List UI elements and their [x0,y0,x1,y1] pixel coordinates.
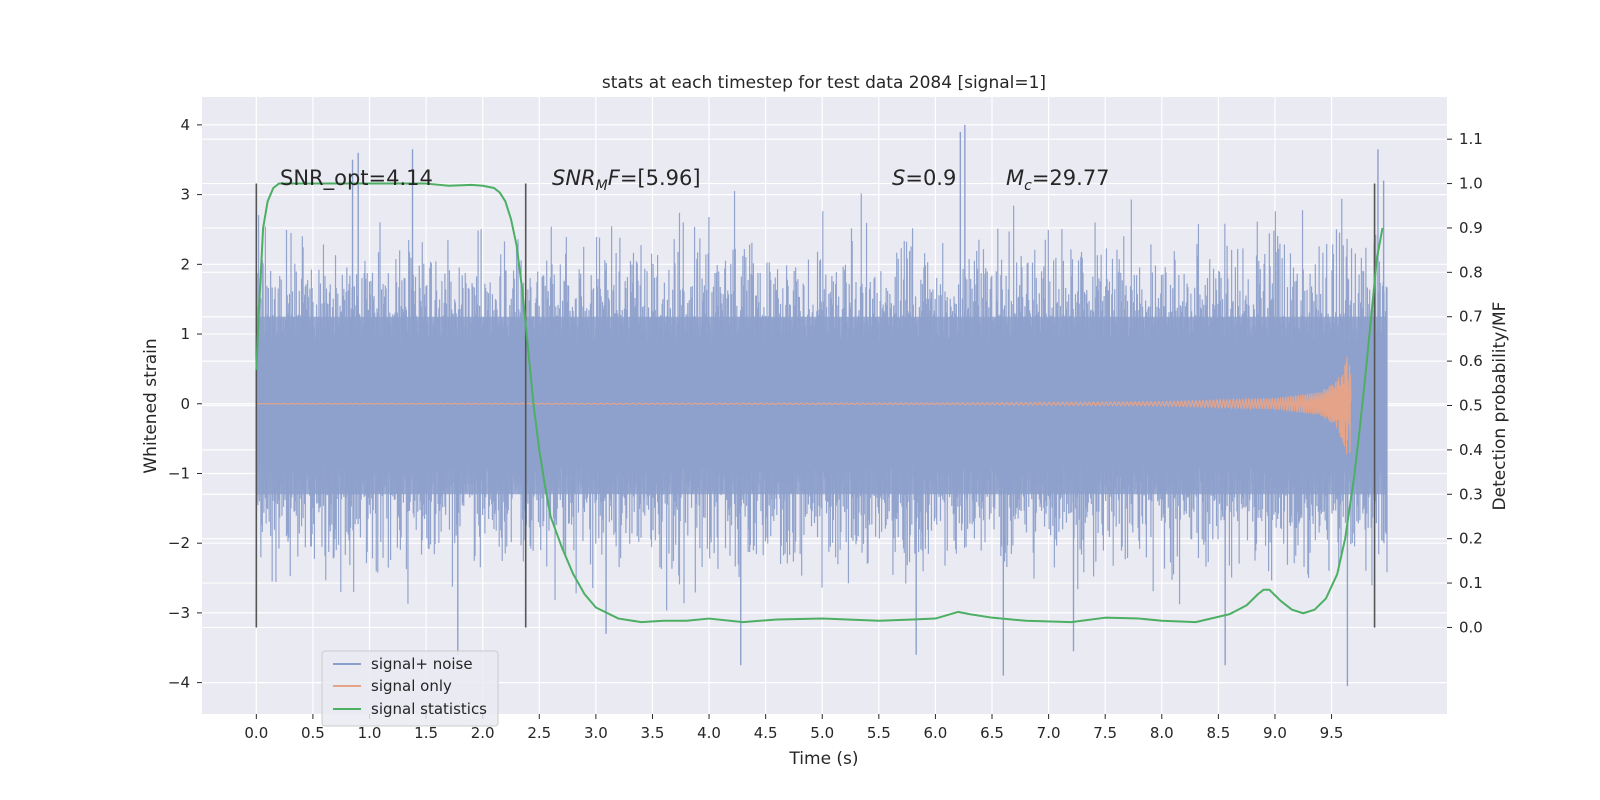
x-tick-label-5: 2.5 [527,724,551,742]
y-tick-label-5: 1 [180,325,190,343]
y-tick-label-8: 4 [180,116,190,134]
annotation-mc-sub: c [1024,178,1032,194]
y2-tick-label-2: 0.2 [1459,530,1483,548]
y2-tick-label-8: 0.8 [1459,263,1483,281]
x-tick-label-6: 3.0 [584,724,608,742]
x-tick-label-3: 1.5 [414,724,438,742]
x-ticks: 0.0 0.5 1.0 1.5 2.0 2.5 3.0 3.5 4.0 4.5 5.0 5.5 6.0 6… [244,714,1343,742]
y-tick-label-1: −3 [168,604,190,622]
y2-tick-label-5: 0.5 [1459,397,1483,415]
signal-only-series [256,356,1352,455]
annotation-snr-mf-b: F [608,166,621,190]
annotation-s: S=0.9 [892,166,956,190]
y2-tick-label-6: 0.6 [1459,352,1483,370]
annotation-snr-mf-c: =[5.96] [620,166,701,190]
legend-label-signal-statistics: signal statistics [371,700,487,718]
y2-tick-label-1: 0.1 [1459,574,1483,592]
x-tick-label-12: 6.0 [923,724,947,742]
x-tick-label-4: 2.0 [471,724,495,742]
y-tick-label-2: −2 [168,534,190,552]
y-tick-label-6: 2 [180,255,190,273]
legend-label-signal-only: signal only [371,677,452,695]
x-tick-label-11: 5.5 [867,724,891,742]
x-tick-label-19: 9.5 [1320,724,1344,742]
x-tick-label-14: 7.0 [1037,724,1061,742]
y2-ticks: 0.0 0.1 0.2 0.3 0.4 0.5 0.6 0.7 0.8 0.9 1.0 1.1 [1447,130,1483,636]
signal-statistics-series [255,182,1384,624]
annotation-snr-mf-sub: M [596,178,608,194]
annotation-snr-mf-a: SNR [552,166,596,190]
legend: signal+ noise signal only signal statist… [321,650,499,727]
signal-statistics-line [255,182,1384,624]
legend-box [321,650,499,727]
y-tick-label-7: 3 [180,186,190,204]
y2-tick-label-0: 0.0 [1459,618,1483,636]
x-tick-label-17: 8.5 [1206,724,1230,742]
y2-tick-label-10: 1.0 [1459,175,1483,193]
y2-tick-label-9: 0.9 [1459,219,1483,237]
x-tick-label-0: 0.0 [244,724,268,742]
x-tick-label-7: 3.5 [641,724,665,742]
x-tick-label-13: 6.5 [980,724,1004,742]
legend-label-signal-noise: signal+ noise [371,655,473,673]
y2-tick-label-4: 0.4 [1459,441,1483,459]
annotation-s-a: S [892,166,905,190]
annotation-mc-a: M [1006,166,1024,190]
annotation-snr-mf: SNRMF=[5.96] [552,166,701,194]
y2-axis-label: Detection probability/MF [1490,302,1510,511]
y-ticks: −4 −3 −2 −1 0 1 2 3 4 [168,116,202,692]
annotation-s-b: =0.9 [905,166,956,190]
x-tick-label-8: 4.0 [697,724,721,742]
y2-tick-label-7: 0.7 [1459,308,1483,326]
x-tick-label-16: 8.0 [1150,724,1174,742]
signal-only-line [256,356,1352,455]
y-tick-label-0: −4 [168,674,190,692]
x-tick-label-9: 4.5 [754,724,778,742]
x-tick-label-15: 7.5 [1093,724,1117,742]
chart-title: stats at each timestep for test data 208… [602,73,1046,93]
x-axis-label: Time (s) [788,749,858,769]
annotation-mc: Mc=29.77 [1006,166,1110,194]
x-tick-label-18: 9.0 [1263,724,1287,742]
x-tick-label-1: 0.5 [301,724,325,742]
vertical-markers [255,183,1376,628]
annotation-snr-opt: SNR_opt=4.14 [280,166,433,191]
y-tick-label-3: −1 [168,464,190,482]
x-tick-label-2: 1.0 [358,724,382,742]
annotation-mc-b: =29.77 [1032,166,1110,190]
y2-tick-label-3: 0.3 [1459,485,1483,503]
x-tick-label-10: 5.0 [810,724,834,742]
y2-tick-label-11: 1.1 [1459,130,1483,148]
y-axis-label: Whitened strain [141,338,161,473]
y-tick-label-4: 0 [180,395,190,413]
